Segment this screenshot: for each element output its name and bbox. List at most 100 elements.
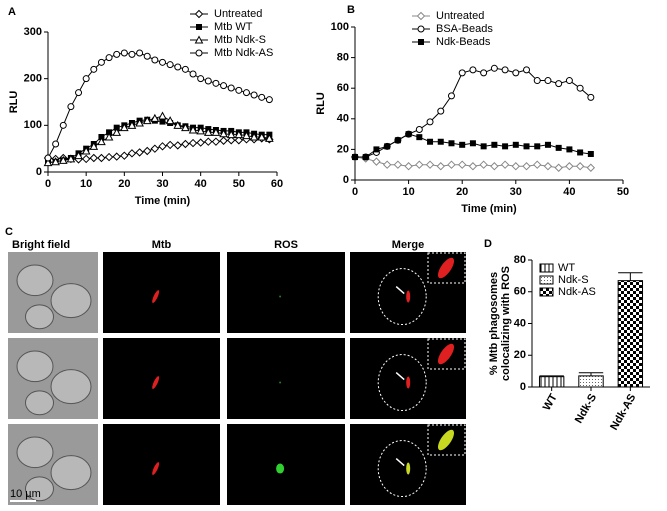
y-tick-label: 0	[36, 166, 42, 178]
bar	[538, 376, 565, 388]
marker	[469, 66, 477, 74]
marker	[544, 77, 552, 85]
marker	[219, 136, 228, 145]
cell	[50, 455, 92, 491]
merge-signal	[406, 462, 411, 475]
marker	[166, 61, 174, 69]
marker	[158, 142, 167, 151]
x-tick-label: 10	[80, 178, 92, 190]
cell-outline	[377, 268, 427, 326]
marker	[437, 138, 444, 145]
marker	[97, 153, 106, 163]
marker	[575, 162, 585, 171]
marker	[128, 50, 136, 58]
marker	[415, 160, 424, 169]
marker	[104, 132, 114, 141]
marker	[436, 162, 445, 171]
marker	[587, 150, 594, 157]
mtb-signal	[152, 462, 160, 475]
x-tick-label: 40	[563, 186, 575, 198]
marker	[415, 126, 423, 134]
legend-label: BSA-Beads	[436, 23, 493, 35]
y-tick-label: 40	[337, 113, 349, 125]
legend-label: Mtb WT	[214, 21, 253, 33]
marker	[511, 162, 521, 171]
y-tick-label: 100	[24, 119, 42, 131]
marker	[554, 163, 563, 172]
merge-signal	[406, 290, 411, 303]
marker	[382, 160, 392, 169]
marker	[469, 140, 476, 147]
inset-signal	[437, 343, 455, 365]
legend-label: Ndk-AS	[558, 286, 596, 298]
cell	[25, 304, 54, 330]
marker	[211, 127, 221, 136]
marker	[181, 139, 190, 149]
legend-label: Untreated	[214, 8, 262, 20]
y-tick-label: 300	[24, 26, 42, 38]
legend-label: Ndk-Beads	[436, 36, 491, 48]
mtb-signal	[152, 376, 160, 389]
x-tick-label: 0	[352, 186, 358, 198]
marker	[234, 130, 244, 139]
y-tick-label: 40	[514, 317, 526, 329]
y-tick-label: 60	[337, 82, 349, 94]
panel-label: B	[347, 4, 355, 16]
x-tick-label: 50	[617, 186, 629, 198]
marker	[142, 116, 152, 125]
marker	[197, 75, 205, 83]
marker	[194, 35, 204, 44]
marker	[165, 116, 175, 125]
marker	[257, 132, 267, 141]
x-tick-label: 10	[402, 186, 414, 198]
marker	[586, 163, 596, 172]
marker	[227, 84, 235, 92]
marker	[501, 66, 509, 74]
marker	[119, 123, 129, 132]
marker	[448, 140, 455, 147]
cell	[50, 283, 92, 319]
marker	[120, 151, 129, 160]
x-tick-label: 30	[156, 178, 168, 190]
ros-signal	[279, 295, 282, 298]
inset	[427, 424, 466, 456]
row-label: Ndk-AS	[107, 427, 145, 439]
marker	[135, 148, 144, 157]
marker	[394, 137, 401, 144]
marker	[159, 58, 166, 66]
marker	[75, 89, 83, 97]
marker	[74, 151, 83, 160]
marker	[196, 24, 202, 30]
marker	[196, 138, 205, 147]
bar	[578, 375, 604, 388]
marker	[258, 93, 266, 101]
marker	[212, 79, 220, 87]
column-header: Mtb	[152, 239, 172, 251]
micrograph	[227, 338, 345, 419]
marker	[127, 120, 137, 129]
arrow	[395, 457, 405, 467]
marker	[490, 64, 498, 72]
series-line	[47, 52, 270, 159]
marker	[242, 131, 251, 140]
x-tick-label: 20	[456, 186, 468, 198]
marker	[159, 118, 166, 125]
marker	[523, 143, 530, 150]
marker	[544, 141, 551, 148]
marker	[587, 93, 595, 101]
marker	[151, 56, 159, 64]
marker	[416, 134, 423, 141]
marker	[143, 146, 152, 156]
y-axis-label: RLU	[315, 92, 327, 115]
cell	[25, 476, 54, 502]
marker	[181, 123, 190, 132]
panel-label: A	[8, 6, 16, 18]
marker	[203, 127, 213, 136]
x-tick-label: 0	[45, 178, 51, 190]
marker	[158, 111, 167, 120]
marker	[249, 132, 259, 141]
x-tick-label: 50	[233, 178, 245, 190]
y-tick-label: 80	[337, 52, 349, 64]
marker	[362, 154, 369, 161]
inset-signal	[437, 429, 455, 451]
